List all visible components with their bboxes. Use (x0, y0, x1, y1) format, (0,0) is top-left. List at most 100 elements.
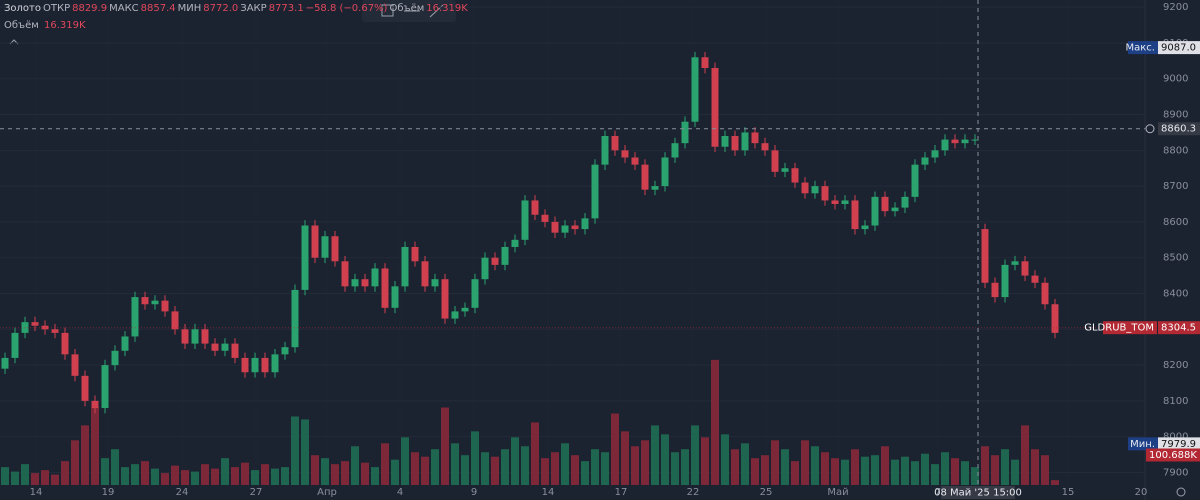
stat-value: 8829.9 (72, 3, 108, 14)
y-tick-label: 8200 (1163, 360, 1188, 371)
volume-bar (391, 459, 399, 485)
marker-name: GLDRUB_TOM (1084, 323, 1154, 334)
volume-bar (211, 468, 219, 485)
candle-body (231, 343, 239, 358)
candle-body (291, 289, 299, 348)
volume-tick-label-bg (1146, 448, 1200, 462)
volume-bar (131, 464, 139, 485)
volume-bar (611, 413, 619, 485)
candle-body (531, 200, 539, 215)
volume-value: 16.319K (44, 20, 86, 31)
y-tick-label: 8100 (1163, 396, 1188, 407)
volume-bar (1031, 449, 1039, 485)
candle-body (351, 279, 359, 287)
candle-body (341, 261, 349, 287)
candle-body (371, 268, 379, 287)
volume-bar (31, 473, 39, 485)
marker-name-bg (1128, 437, 1158, 451)
marker-value: 8860.3 (1161, 124, 1196, 135)
volume-bar (441, 407, 449, 485)
volume-bar (501, 449, 509, 485)
rect-tool[interactable] (381, 4, 394, 17)
volume-bar (271, 468, 279, 485)
volume-bar (161, 473, 169, 485)
volume-bar (891, 459, 899, 485)
volume-bar (741, 443, 749, 485)
volume-bar (511, 437, 519, 485)
volume-bar (401, 437, 409, 485)
volume-bar (321, 458, 329, 485)
volume-bar (781, 449, 789, 485)
volume-bar (1001, 449, 1009, 485)
candle-body (971, 139, 979, 141)
crosshair-plus (1145, 124, 1155, 134)
candle-body (61, 332, 69, 355)
volume-bar (111, 449, 119, 485)
volume-bar (991, 455, 999, 485)
stat-label: ЗАКР (240, 3, 267, 14)
y-tick-label: 8700 (1163, 181, 1188, 192)
candle-body (51, 329, 59, 333)
volume-bar (41, 470, 49, 485)
candle-body (1041, 282, 1049, 305)
volume-bar (311, 455, 319, 485)
volume-bar (541, 458, 549, 485)
candle-body (891, 207, 899, 212)
stat-label: МАКС (109, 3, 139, 14)
volume-bar (601, 452, 609, 485)
candle-body (541, 214, 549, 222)
candle-body (841, 200, 849, 205)
candle-body (171, 311, 179, 330)
volume-bar (191, 471, 199, 485)
candle-body (951, 139, 959, 144)
settings-button[interactable] (1176, 487, 1186, 497)
volume-bar (551, 452, 559, 485)
candle-body (581, 218, 589, 230)
volume-bar (1051, 480, 1059, 485)
volume-bar (771, 440, 779, 485)
volume-bar (451, 443, 459, 485)
stat-label: МИН (177, 3, 202, 14)
candle-body (401, 246, 409, 287)
candle-body (301, 225, 309, 290)
volume-bar (831, 458, 839, 485)
volume-bar (1011, 459, 1019, 485)
marker-name-bg (1128, 41, 1158, 55)
candle-body (591, 164, 599, 219)
volume-bar (901, 456, 909, 485)
volume-bar (921, 453, 929, 485)
volume-bar (231, 467, 239, 485)
candle-body (221, 343, 229, 351)
volume-bar (141, 461, 149, 485)
candle-body (181, 329, 189, 344)
volume-bar (591, 449, 599, 485)
candle-body (961, 139, 969, 144)
volume-label: Объём (4, 20, 39, 31)
volume-bar (431, 449, 439, 485)
candle-body (331, 236, 339, 262)
volume-bar (71, 440, 79, 485)
volume-bar (281, 467, 289, 485)
legend-row: Золото ОТКР 8829.9 МАКС 8857.4 МИН 8772.0 ЗАКР 8… (4, 3, 470, 14)
marker-value: 8304.5 (1161, 323, 1196, 334)
candle-body (161, 300, 169, 312)
candle-body (241, 357, 249, 373)
candle-body (211, 343, 219, 351)
candle-body (511, 239, 519, 247)
y-tick-label: 9000 (1163, 74, 1188, 85)
volume-bar (661, 434, 669, 485)
toolbar[interactable] (9, 0, 1186, 497)
candle-body (651, 186, 659, 190)
x-tick-label: 15 (1062, 487, 1075, 498)
volume-bar (1041, 455, 1049, 485)
candle-body (131, 297, 139, 337)
volume-bar (411, 452, 419, 485)
volume-label: Объём (389, 3, 425, 14)
volume-bar (751, 458, 759, 485)
x-tick-label: 14 (30, 487, 43, 498)
x-tick-label: 17 (615, 487, 628, 498)
stat-value: 8857.4 (140, 3, 176, 14)
volume-bar (381, 443, 389, 485)
candle-body (921, 157, 929, 165)
volume-bar (721, 434, 729, 485)
